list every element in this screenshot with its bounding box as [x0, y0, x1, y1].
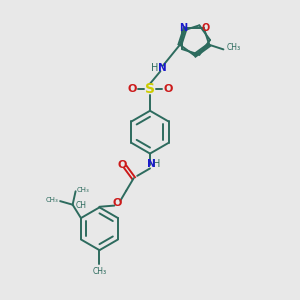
Text: CH: CH [76, 201, 87, 210]
Text: O: O [128, 84, 137, 94]
Text: O: O [118, 160, 127, 170]
Text: O: O [163, 84, 172, 94]
Text: CH₃: CH₃ [93, 266, 107, 275]
Text: CH₃: CH₃ [227, 44, 241, 52]
Text: H: H [152, 63, 159, 73]
Text: O: O [202, 22, 210, 32]
Text: O: O [112, 198, 122, 208]
Text: H: H [153, 159, 160, 169]
Text: S: S [145, 82, 155, 96]
Text: N: N [179, 22, 187, 32]
Text: N: N [158, 63, 166, 73]
Text: CH₃: CH₃ [46, 197, 58, 203]
Text: CH₃: CH₃ [77, 188, 90, 194]
Text: N: N [147, 159, 156, 169]
